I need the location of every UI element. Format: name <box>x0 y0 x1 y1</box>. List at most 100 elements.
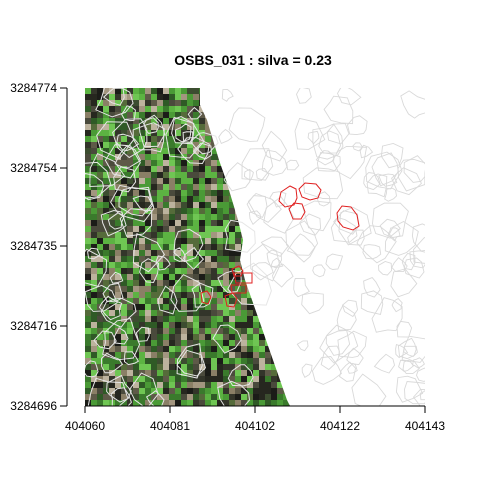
raster-pixel <box>241 322 247 328</box>
predicted-crown <box>128 372 159 406</box>
raster-pixel <box>163 124 169 130</box>
raster-pixel <box>181 142 187 148</box>
raster-pixel <box>97 202 103 208</box>
raster-pixel <box>199 226 205 232</box>
raster-pixel <box>85 238 91 244</box>
raster-pixel <box>139 250 145 256</box>
raster-pixel <box>115 268 121 274</box>
raster-pixel <box>139 298 145 304</box>
raster-pixel <box>175 250 181 256</box>
raster-pixel <box>271 208 277 214</box>
raster-pixel <box>253 358 259 364</box>
raster-pixel <box>253 394 259 400</box>
raster-pixel <box>217 202 223 208</box>
raster-pixel <box>283 358 289 364</box>
red-crown-3 <box>288 202 306 220</box>
raster-pixel <box>199 376 205 382</box>
raster-pixel <box>265 388 271 394</box>
raster-pixel <box>181 172 187 178</box>
raster-pixel <box>85 364 91 370</box>
raster-pixel <box>265 358 271 364</box>
raster-pixel <box>223 208 229 214</box>
raster-pixel <box>97 226 103 232</box>
raster-pixel <box>175 346 181 352</box>
raster-pixel <box>109 178 115 184</box>
raster-pixel <box>151 322 157 328</box>
raster-pixel <box>163 142 169 148</box>
raster-pixel <box>115 190 121 196</box>
raster-pixel <box>151 130 157 136</box>
raster-pixel <box>217 196 223 202</box>
raster-pixel <box>187 238 193 244</box>
raster-pixel <box>211 160 217 166</box>
raster-pixel <box>127 214 133 220</box>
raster-pixel <box>217 298 223 304</box>
raster-pixel <box>289 334 290 340</box>
raster-pixel <box>157 172 163 178</box>
raster-pixel <box>205 214 211 220</box>
raster-pixel <box>181 118 187 124</box>
raster-pixel <box>199 112 205 118</box>
raster-pixel <box>151 358 157 364</box>
raster-pixel <box>283 220 289 226</box>
predicted-crown <box>294 117 326 150</box>
raster-pixel <box>241 136 247 142</box>
raster-pixel <box>97 196 103 202</box>
raster-pixel <box>235 148 241 154</box>
predicted-crown <box>270 257 284 269</box>
raster-pixel <box>109 268 115 274</box>
raster-pixel <box>139 238 145 244</box>
raster-pixel <box>157 226 163 232</box>
raster-pixel <box>85 256 91 262</box>
raster-pixel <box>157 238 163 244</box>
raster-pixel <box>193 286 199 292</box>
predicted-crown <box>312 264 326 278</box>
raster-pixel <box>163 268 169 274</box>
raster-pixel <box>175 382 181 388</box>
raster-pixel <box>223 262 229 268</box>
raster-pixel <box>211 232 217 238</box>
raster-pixel <box>103 94 109 100</box>
raster-pixel <box>97 136 103 142</box>
predicted-crown <box>243 168 254 181</box>
raster-pixel <box>175 298 181 304</box>
raster-pixel <box>151 88 157 94</box>
raster-pixel <box>193 346 199 352</box>
raster-pixel <box>103 244 109 250</box>
raster-pixel <box>193 94 199 100</box>
raster-pixel <box>283 334 289 340</box>
raster-pixel <box>205 178 211 184</box>
raster-pixel <box>205 244 211 250</box>
raster-pixel <box>109 172 115 178</box>
raster-pixel <box>127 256 133 262</box>
raster-pixel <box>217 166 223 172</box>
raster-pixel <box>157 316 163 322</box>
raster-pixel <box>217 376 223 382</box>
raster-pixel <box>181 94 187 100</box>
raster-pixel <box>283 274 289 280</box>
raster-pixel <box>211 394 217 400</box>
raster-pixel <box>91 370 97 376</box>
raster-pixel <box>241 226 247 232</box>
red-crown-9 <box>200 290 212 305</box>
raster-pixel <box>277 88 283 94</box>
raster-pixel <box>121 286 127 292</box>
predicted-crown <box>351 373 387 406</box>
predicted-crown <box>371 152 399 187</box>
predicted-crown <box>359 144 374 159</box>
raster-pixel <box>283 322 289 328</box>
raster-pixel <box>253 274 259 280</box>
raster-pixel <box>97 340 103 346</box>
raster-pixel <box>187 184 193 190</box>
raster-pixel <box>289 142 290 148</box>
raster-pixel <box>91 112 97 118</box>
raster-pixel <box>199 274 205 280</box>
raster-pixel <box>145 370 151 376</box>
raster-pixel <box>151 142 157 148</box>
raster-pixel <box>277 328 283 334</box>
raster-pixel <box>229 232 235 238</box>
raster-pixel <box>277 310 283 316</box>
raster-pixel <box>235 370 241 376</box>
raster-pixel <box>253 106 259 112</box>
raster-pixel <box>271 100 277 106</box>
